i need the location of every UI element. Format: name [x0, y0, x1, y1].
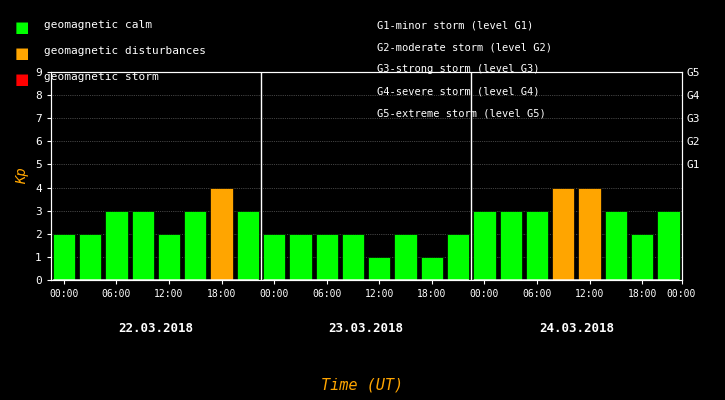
Bar [473, 211, 496, 280]
Bar [657, 211, 679, 280]
Text: Time (UT): Time (UT) [321, 377, 404, 392]
Text: 24.03.2018: 24.03.2018 [539, 322, 614, 335]
Text: 23.03.2018: 23.03.2018 [328, 322, 404, 335]
Bar [579, 188, 601, 280]
Bar [341, 234, 364, 280]
Bar [552, 188, 574, 280]
Bar [420, 257, 443, 280]
Bar [131, 211, 154, 280]
Text: geomagnetic storm: geomagnetic storm [44, 72, 158, 82]
Bar [368, 257, 391, 280]
Bar [79, 234, 102, 280]
Bar [236, 211, 259, 280]
Bar [158, 234, 181, 280]
Bar [394, 234, 417, 280]
Bar [315, 234, 338, 280]
Text: 22.03.2018: 22.03.2018 [118, 322, 194, 335]
Y-axis label: Kp: Kp [15, 168, 30, 184]
Bar [210, 188, 233, 280]
Text: geomagnetic calm: geomagnetic calm [44, 20, 152, 30]
Text: ■: ■ [14, 72, 29, 87]
Text: G5-extreme storm (level G5): G5-extreme storm (level G5) [377, 108, 546, 118]
Text: G1-minor storm (level G1): G1-minor storm (level G1) [377, 20, 534, 30]
Text: G2-moderate storm (level G2): G2-moderate storm (level G2) [377, 42, 552, 52]
Bar [526, 211, 548, 280]
Bar [289, 234, 312, 280]
Text: G3-strong storm (level G3): G3-strong storm (level G3) [377, 64, 539, 74]
Text: ■: ■ [14, 20, 29, 35]
Bar [53, 234, 75, 280]
Bar [631, 234, 653, 280]
Bar [500, 211, 522, 280]
Bar [605, 211, 627, 280]
Bar [105, 211, 128, 280]
Bar [184, 211, 207, 280]
Bar [447, 234, 469, 280]
Text: geomagnetic disturbances: geomagnetic disturbances [44, 46, 205, 56]
Text: G4-severe storm (level G4): G4-severe storm (level G4) [377, 86, 539, 96]
Text: ■: ■ [14, 46, 29, 61]
Bar [263, 234, 286, 280]
